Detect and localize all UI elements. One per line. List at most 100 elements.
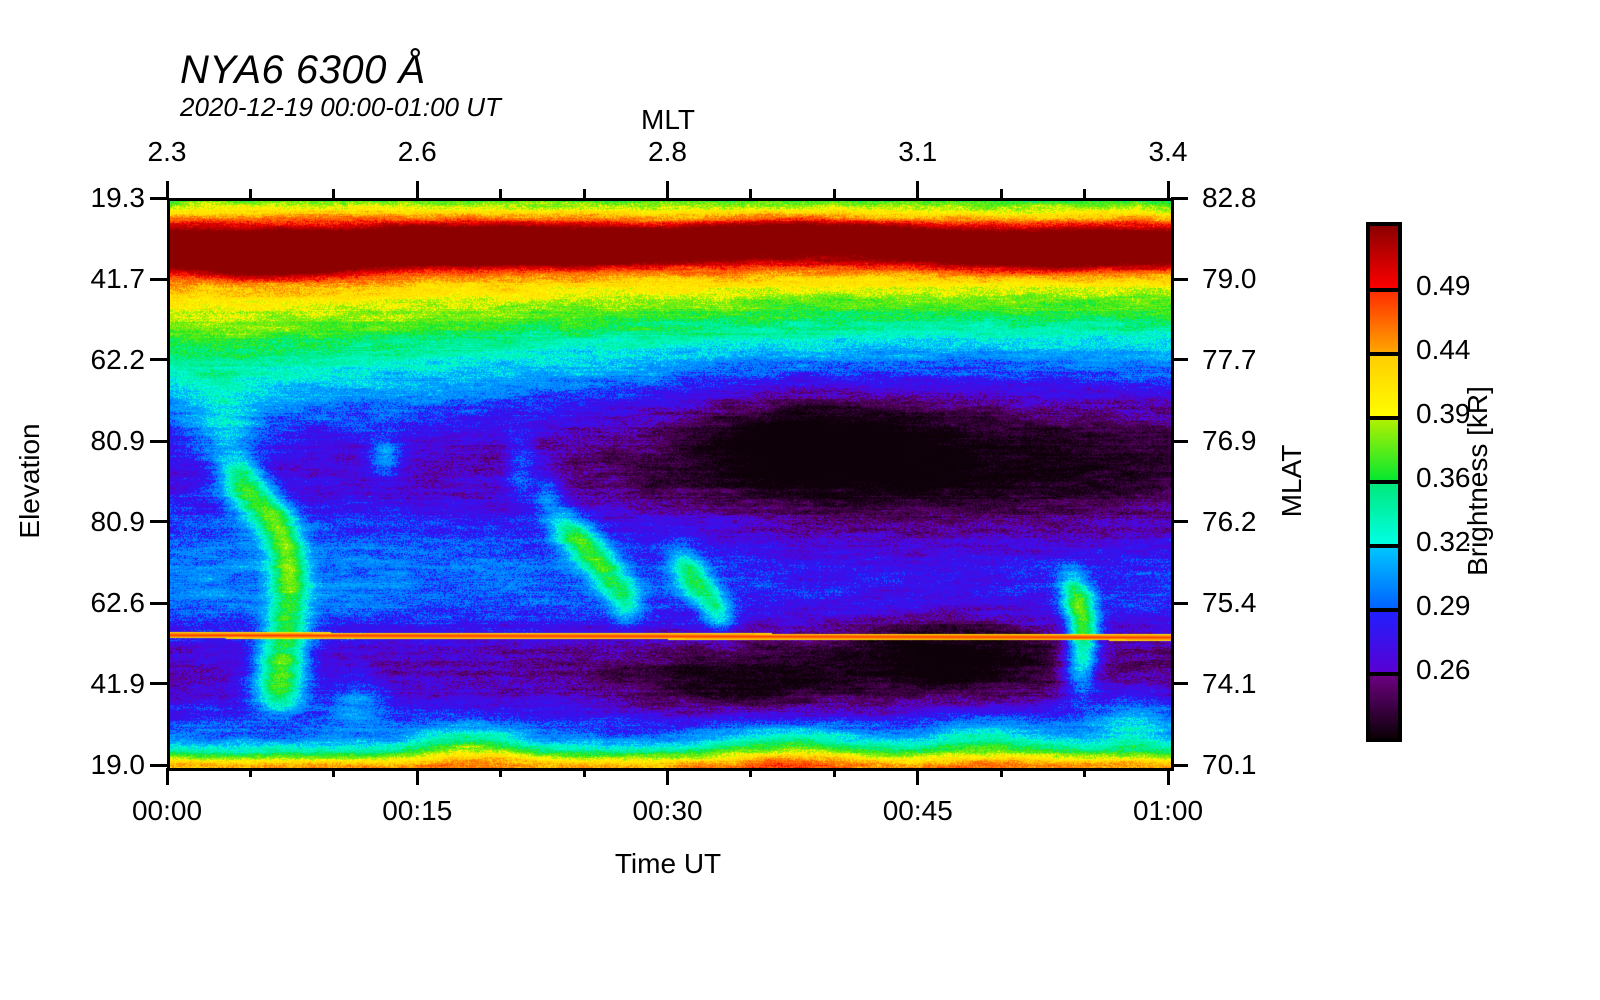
- tick-mlat-7: [1171, 763, 1188, 767]
- time-tick-label-4: 01:00: [1132, 795, 1204, 826]
- tick-mlt-minor-1-1: [499, 189, 503, 198]
- tick-elev-6: [150, 682, 167, 686]
- colorbar-tick-label-5: 0.29: [1416, 590, 1471, 621]
- page-subtitle: 2020-12-19 00:00-01:00 UT: [180, 92, 501, 122]
- tick-elev-7: [150, 763, 167, 767]
- tick-mlat-6: [1171, 682, 1188, 686]
- tick-time-minor-3-2: [1083, 768, 1087, 777]
- tick-time-major-0: [165, 768, 169, 785]
- tick-elev-2: [150, 358, 167, 362]
- mlt-tick-label-4: 3.4: [1148, 136, 1188, 167]
- colorbar-tick-label-6: 0.26: [1416, 654, 1471, 685]
- tick-time-minor-0-1: [248, 768, 252, 777]
- tick-mlat-1: [1171, 277, 1188, 281]
- tick-mlt-major-3: [916, 181, 920, 198]
- mlt-tick-label-1: 2.6: [397, 136, 437, 167]
- page-title: NYA6 6300 Å: [180, 48, 426, 92]
- tick-mlat-5: [1171, 601, 1188, 605]
- colorbar-band-1: [1370, 290, 1398, 354]
- left-axis-title: Elevation: [14, 423, 45, 539]
- tick-time-minor-2-1: [749, 768, 753, 777]
- tick-mlt-major-0: [165, 181, 169, 198]
- colorbar-divider-4: [1370, 480, 1398, 484]
- tick-mlt-minor-0-2: [332, 189, 336, 198]
- top-axis-title: MLT: [641, 104, 695, 135]
- elev-tick-label-4: 80.9: [90, 505, 146, 537]
- colorbar-divider-7: [1370, 672, 1398, 676]
- tick-mlat-3: [1171, 439, 1188, 443]
- tick-time-minor-1-1: [499, 768, 503, 777]
- tick-mlt-major-4: [1166, 181, 1170, 198]
- mlat-tick-label-0: 82.8: [1202, 182, 1257, 213]
- time-tick-label-1: 00:15: [382, 795, 453, 826]
- mlt-tick-label-2: 2.8: [648, 136, 687, 167]
- mlat-tick-label-7: 70.1: [1202, 749, 1257, 780]
- elev-tick-label-5: 62.6: [90, 587, 146, 618]
- colorbar-divider-6: [1370, 608, 1398, 612]
- tick-mlt-minor-2-1: [749, 189, 753, 198]
- time-tick-label-0: 00:00: [131, 795, 203, 826]
- tick-mlt-minor-0-1: [248, 189, 252, 198]
- time-tick-label-3: 00:45: [882, 795, 953, 826]
- colorbar-band-7: [1370, 674, 1398, 738]
- tick-mlat-2: [1171, 358, 1188, 362]
- tick-time-minor-0-2: [332, 768, 336, 777]
- colorbar-divider-5: [1370, 544, 1398, 548]
- tick-time-minor-1-2: [582, 768, 586, 777]
- colorbar-divider-3: [1370, 416, 1398, 420]
- colorbar-divider-1: [1370, 288, 1398, 292]
- colorbar-tick-label-4: 0.32: [1416, 526, 1471, 557]
- time-tick-label-2: 00:30: [632, 795, 703, 826]
- tick-elev-1: [150, 277, 167, 281]
- tick-time-major-4: [1166, 768, 1170, 785]
- tick-mlt-major-1: [415, 181, 419, 198]
- tick-elev-5: [150, 601, 167, 605]
- elev-tick-label-0: 19.3: [90, 182, 146, 213]
- tick-time-minor-3-1: [999, 768, 1003, 777]
- colorbar-tick-label-1: 0.44: [1416, 334, 1471, 365]
- mlat-tick-label-5: 75.4: [1202, 587, 1257, 618]
- tick-elev-4: [150, 520, 167, 524]
- colorbar-band-5: [1370, 546, 1398, 610]
- tick-time-major-3: [916, 768, 920, 785]
- elev-tick-label-6: 41.9: [90, 667, 146, 699]
- tick-mlt-major-2: [666, 181, 669, 198]
- elev-tick-label-2: 62.2: [90, 343, 146, 375]
- tick-elev-0: [150, 196, 167, 200]
- mlt-tick-label-3: 3.1: [898, 136, 938, 167]
- bottom-axis-title: Time UT: [614, 848, 722, 879]
- colorbar-band-6: [1370, 610, 1398, 674]
- tick-mlt-minor-2-2: [832, 189, 836, 198]
- mlt-tick-label-0: 2.3: [147, 136, 187, 167]
- colorbar-band-0: [1370, 226, 1398, 290]
- colorbar-tick-label-3: 0.36: [1416, 462, 1471, 493]
- mlat-tick-label-4: 76.2: [1202, 505, 1257, 537]
- right-axis-title: MLAT: [1276, 444, 1307, 518]
- tick-mlat-4: [1171, 520, 1188, 524]
- colorbar-band-2: [1370, 354, 1398, 418]
- colorbar-band-4: [1370, 482, 1398, 546]
- keogram-heatmap: [170, 201, 1171, 768]
- tick-mlat-0: [1171, 196, 1188, 200]
- colorbar-tick-label-0: 0.49: [1416, 270, 1471, 301]
- mlat-tick-label-6: 74.1: [1202, 667, 1257, 699]
- tick-mlt-minor-3-1: [999, 189, 1003, 198]
- mlat-tick-label-2: 77.7: [1202, 343, 1257, 375]
- colorbar: [1366, 222, 1402, 742]
- tick-time-major-2: [666, 768, 669, 785]
- tick-elev-3: [150, 439, 167, 443]
- tick-mlt-minor-3-2: [1083, 189, 1087, 198]
- tick-time-major-1: [415, 768, 419, 785]
- colorbar-divider-2: [1370, 352, 1398, 356]
- mlat-tick-label-1: 79.0: [1202, 263, 1257, 295]
- tick-mlt-minor-1-2: [582, 189, 586, 198]
- mlat-tick-label-3: 76.9: [1202, 425, 1257, 457]
- elev-tick-label-7: 19.0: [90, 749, 146, 780]
- elev-tick-label-3: 80.9: [90, 425, 146, 457]
- keogram-plot-area: [167, 198, 1174, 771]
- colorbar-band-3: [1370, 418, 1398, 482]
- colorbar-tick-label-2: 0.39: [1416, 398, 1471, 429]
- tick-time-minor-2-2: [832, 768, 836, 777]
- elev-tick-label-1: 41.7: [90, 263, 146, 295]
